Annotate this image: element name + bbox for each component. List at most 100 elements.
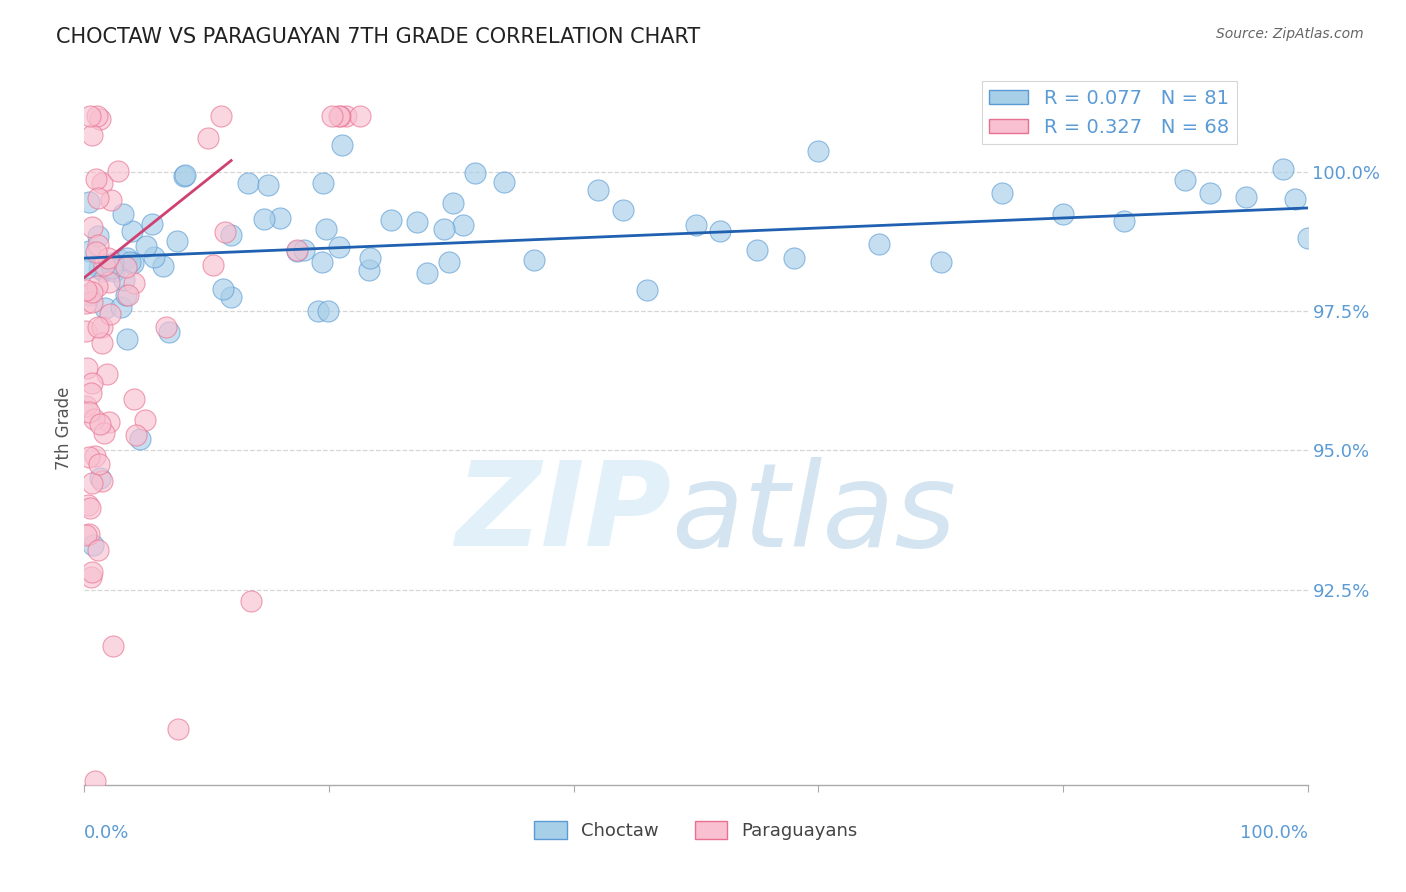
Point (432, 222, 454, 236)
Point (321, 109, 343, 123)
Point (312, 176, 335, 190)
Point (98, 275, 121, 289)
Point (75, 325, 97, 339)
Point (91, 474, 114, 488)
Point (114, 288, 136, 302)
Point (991, 186, 1014, 201)
Point (83, 411, 105, 425)
Point (142, 250, 165, 264)
Point (101, 260, 124, 275)
Point (114, 260, 136, 274)
Point (87, 542, 110, 557)
Point (89, 471, 111, 485)
Point (75, 296, 97, 310)
Point (112, 273, 135, 287)
Text: ZIP: ZIP (456, 457, 672, 571)
Point (80, 128, 103, 142)
Point (174, 168, 197, 182)
Point (80, 566, 103, 580)
Point (77, 244, 100, 258)
Point (107, 164, 129, 178)
Point (87, 458, 110, 472)
Point (636, 283, 658, 297)
Point (349, 109, 371, 123)
Point (89, 417, 111, 431)
Point (77, 194, 100, 209)
Point (329, 109, 352, 123)
Point (416, 266, 439, 280)
Point (93, 258, 115, 272)
Point (328, 239, 350, 253)
Point (1272, 161, 1295, 176)
Point (121, 224, 143, 238)
Point (79, 109, 101, 123)
Point (87, 261, 110, 276)
Point (122, 276, 145, 290)
Point (328, 109, 350, 123)
Point (256, 178, 278, 192)
Point (91, 320, 114, 334)
Point (80, 570, 103, 584)
Point (122, 392, 145, 406)
Point (110, 300, 132, 314)
Point (100, 193, 122, 207)
Point (1198, 186, 1220, 200)
Point (380, 212, 402, 227)
Point (77, 288, 100, 302)
Point (783, 252, 806, 266)
Point (82, 538, 104, 552)
Point (330, 138, 353, 153)
Point (101, 256, 124, 270)
Point (311, 255, 333, 269)
Point (869, 236, 891, 251)
Point (93, 264, 115, 278)
Point (93, 426, 115, 441)
Point (285, 244, 308, 258)
Legend: Choctaw, Paraguayans: Choctaw, Paraguayans (527, 814, 865, 847)
Point (152, 260, 174, 274)
Text: Source: ZipAtlas.com: Source: ZipAtlas.com (1216, 27, 1364, 41)
Point (75, 283, 97, 297)
Point (117, 288, 139, 302)
Point (285, 243, 308, 257)
Point (76, 361, 98, 376)
Point (129, 432, 152, 446)
Point (79, 526, 101, 541)
Point (269, 211, 291, 226)
Point (91, 176, 114, 190)
Point (135, 239, 157, 253)
Point (80, 386, 103, 401)
Point (86, 109, 108, 123)
Point (221, 290, 243, 304)
Point (335, 109, 357, 123)
Point (1174, 173, 1197, 187)
Point (77, 498, 100, 512)
Point (111, 207, 134, 221)
Point (167, 723, 190, 737)
Point (685, 218, 707, 232)
Point (101, 639, 124, 653)
Point (84, 774, 107, 789)
Text: 0.0%: 0.0% (84, 824, 129, 842)
Point (86, 319, 108, 334)
Point (240, 594, 263, 608)
Point (75, 528, 97, 542)
Point (80, 295, 103, 310)
Point (96, 368, 118, 382)
Point (115, 332, 138, 346)
Point (97, 251, 120, 265)
Point (108, 252, 131, 267)
Point (612, 203, 634, 218)
Point (1236, 190, 1258, 204)
Point (307, 303, 329, 318)
Point (292, 243, 315, 257)
Point (586, 182, 609, 196)
Point (709, 224, 731, 238)
Point (315, 222, 337, 236)
Point (89, 112, 111, 126)
Point (202, 258, 225, 272)
Point (90, 335, 112, 350)
Point (316, 303, 339, 318)
Point (76, 399, 98, 413)
Point (197, 130, 219, 145)
